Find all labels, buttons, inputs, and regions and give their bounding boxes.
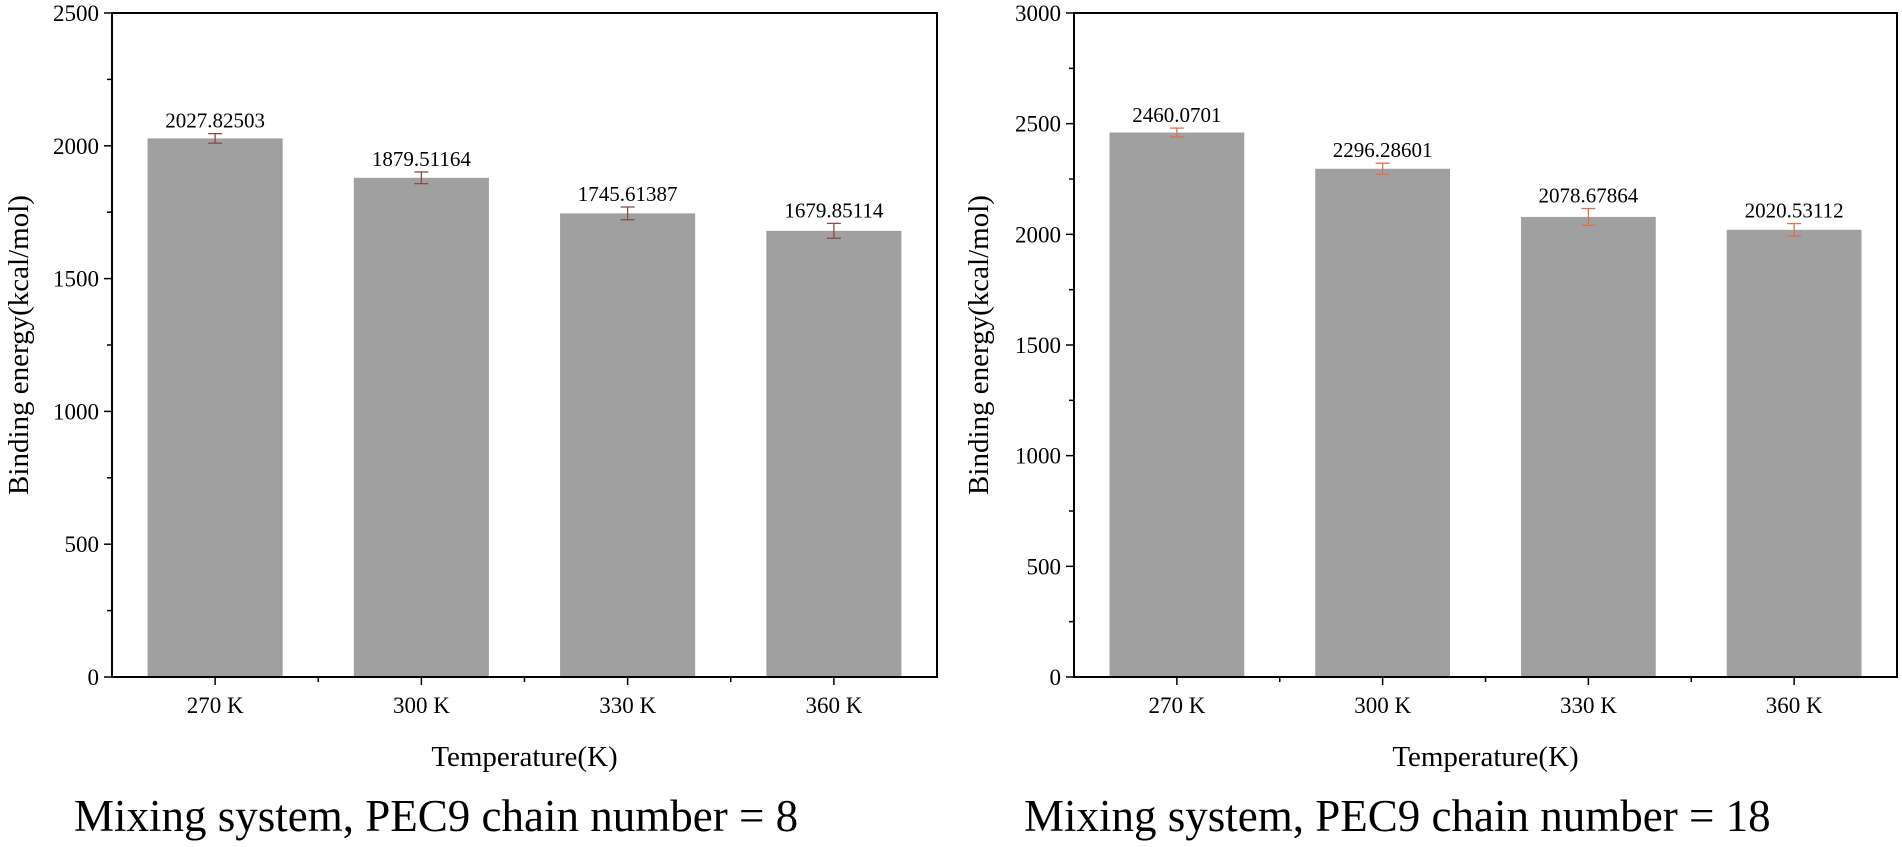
left-error-bar-3 <box>826 222 841 239</box>
left-ytick-label-1: 500 <box>65 532 100 557</box>
left-value-label-2: 1745.61387 <box>578 182 678 206</box>
right-ytick-label-5: 2500 <box>1015 112 1061 137</box>
left-ytick-label-2: 1000 <box>53 399 99 424</box>
right-error-bar-3 <box>1787 222 1802 237</box>
right-plot: 2460.0701 2296.28601 2078.67864 2020.53112 0… <box>963 1 1898 773</box>
right-y-axis-title: Binding energy(kcal/mol) <box>963 195 995 495</box>
left-ytick-label-3: 1500 <box>53 267 99 292</box>
left-bar-2 <box>560 213 696 677</box>
left-error-bar-2 <box>620 206 635 221</box>
right-xtick-label-2: 330 K <box>1560 693 1617 718</box>
left-value-label-0: 2027.82503 <box>165 109 265 133</box>
left-xtick-label-0: 270 K <box>187 693 244 718</box>
left-bar-0 <box>147 138 283 677</box>
left-bar-3 <box>766 230 902 677</box>
left-bar-1 <box>353 177 489 678</box>
left-value-label-1: 1879.51164 <box>372 147 471 171</box>
right-bar-3 <box>1726 229 1862 677</box>
right-x-axis-title: Temperature(K) <box>1392 741 1578 773</box>
right-bar-1 <box>1315 168 1451 677</box>
right-value-label-0: 2460.0701 <box>1132 103 1221 127</box>
left-error-bar-1 <box>414 171 429 185</box>
right-error-bar-2 <box>1581 207 1596 226</box>
left-y-axis-title: Binding energy(kcal/mol) <box>3 195 35 495</box>
caption-left: Mixing system, PEC9 chain number = 8 <box>74 791 799 841</box>
left-xtick-label-2: 330 K <box>599 693 656 718</box>
right-ytick-label-4: 2000 <box>1015 222 1061 247</box>
right-ytick-label-6: 3000 <box>1015 1 1061 26</box>
left-xtick-label-3: 360 K <box>805 693 862 718</box>
right-value-label-2: 2078.67864 <box>1539 184 1639 208</box>
left-ytick-label-4: 2000 <box>53 134 99 159</box>
right-ytick-label-0: 0 <box>1050 665 1062 690</box>
left-plot: 2027.82503 1879.51164 1745.61387 1679.85114… <box>3 1 938 773</box>
right-error-bar-0 <box>1169 127 1184 138</box>
right-xtick-label-0: 270 K <box>1148 693 1205 718</box>
right-xtick-label-1: 300 K <box>1354 693 1411 718</box>
right-value-label-1: 2296.28601 <box>1333 138 1433 162</box>
right-ytick-label-2: 1000 <box>1015 444 1061 469</box>
left-ytick-label-5: 2500 <box>53 1 99 26</box>
right-ytick-label-3: 1500 <box>1015 333 1061 358</box>
left-error-bar-0 <box>208 132 223 144</box>
right-bar-0 <box>1109 132 1245 677</box>
right-error-bar-1 <box>1375 162 1390 175</box>
left-xtick-label-1: 300 K <box>393 693 450 718</box>
caption-right: Mixing system, PEC9 chain number = 18 <box>1024 791 1771 841</box>
left-ytick-label-0: 0 <box>88 665 100 690</box>
right-value-label-3: 2020.53112 <box>1745 199 1844 223</box>
left-x-axis-title: Temperature(K) <box>431 741 617 773</box>
right-ytick-label-1: 500 <box>1027 554 1062 579</box>
right-bar-2 <box>1520 216 1656 677</box>
right-xtick-label-3: 360 K <box>1766 693 1823 718</box>
left-value-label-3: 1679.85114 <box>784 198 883 222</box>
